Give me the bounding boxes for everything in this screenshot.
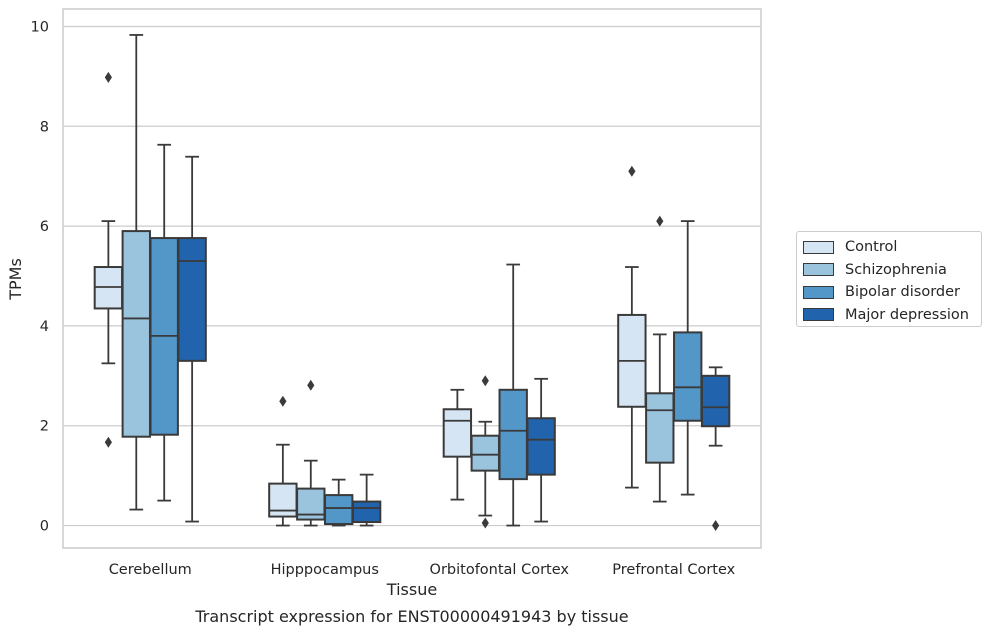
outlier-marker xyxy=(656,215,664,227)
y-tick-label: 2 xyxy=(40,419,49,435)
box-schizophrenia xyxy=(645,215,675,503)
iqr-box xyxy=(673,331,703,422)
legend-item-schizophrenia: Schizophrenia xyxy=(803,259,981,282)
legend-swatch-control xyxy=(803,240,834,254)
iqr-box xyxy=(268,482,298,518)
boxes xyxy=(93,34,731,532)
box-major-depression xyxy=(351,473,382,527)
x-tick-label: Cerebellum xyxy=(109,562,192,578)
legend-item-bipolar-disorder: Bipolar disorder xyxy=(803,281,981,304)
legend-label-schizophrenia: Schizophrenia xyxy=(845,261,947,278)
box-major-depression xyxy=(700,366,731,532)
box-control xyxy=(268,395,298,527)
outlier-marker xyxy=(481,375,489,387)
y-axis-label: TPMs xyxy=(6,258,25,301)
legend: Control Schizophrenia Bipolar disorder M… xyxy=(796,231,982,327)
iqr-box xyxy=(498,388,528,481)
box-major-depression xyxy=(177,155,207,523)
legend-label-major-depression: Major depression xyxy=(845,306,969,323)
box-bipolar-disorder xyxy=(673,220,703,496)
box-control xyxy=(617,165,647,489)
legend-swatch-bipolar-disorder xyxy=(803,285,834,299)
y-tick-label: 0 xyxy=(40,519,49,535)
x-tick-label: Orbitofontal Cortex xyxy=(430,562,570,578)
iqr-box xyxy=(470,434,500,472)
outlier-marker xyxy=(712,520,720,532)
iqr-box xyxy=(351,500,382,524)
box-schizophrenia xyxy=(121,34,151,511)
y-tick-label: 10 xyxy=(31,19,49,35)
outlier-marker xyxy=(481,517,489,529)
legend-item-major-depression: Major depression xyxy=(803,304,981,327)
outlier-marker xyxy=(307,379,315,391)
iqr-box xyxy=(700,374,731,428)
chart-title: Transcript expression for ENST0000049194… xyxy=(194,607,628,626)
iqr-box xyxy=(177,237,207,362)
legend-label-bipolar-disorder: Bipolar disorder xyxy=(845,284,960,301)
legend-item-control: Control xyxy=(803,236,981,259)
legend-swatch-major-depression xyxy=(803,308,834,322)
outlier-marker xyxy=(104,436,112,448)
legend-label-control: Control xyxy=(845,239,898,256)
outlier-marker xyxy=(628,165,636,177)
box-bipolar-disorder xyxy=(149,143,179,502)
y-tick-label: 6 xyxy=(40,219,49,235)
box-schizophrenia xyxy=(470,375,500,529)
y-tick-label: 8 xyxy=(40,119,49,135)
x-tick-label: Hipppocampus xyxy=(271,562,379,578)
iqr-box xyxy=(324,494,354,526)
iqr-box xyxy=(121,230,151,438)
box-control xyxy=(442,388,473,501)
outlier-marker xyxy=(104,71,112,83)
tick-labels: 0 2 4 6 8 10 Cerebellum Hipppocampus Orbitofonta… xyxy=(31,19,736,578)
box-control xyxy=(93,71,124,448)
x-axis-label: Tissue xyxy=(386,580,437,599)
y-tick-label: 4 xyxy=(40,319,49,335)
iqr-box xyxy=(645,392,675,464)
legend-swatch-schizophrenia xyxy=(803,263,834,277)
x-tick-label: Prefrontal Cortex xyxy=(612,562,735,578)
box-bipolar-disorder xyxy=(498,263,528,527)
box-schizophrenia xyxy=(296,379,326,527)
iqr-box xyxy=(442,408,473,458)
box-major-depression xyxy=(526,377,556,523)
iqr-box xyxy=(526,417,556,476)
plot-area-frame xyxy=(62,8,762,549)
outlier-marker xyxy=(279,395,287,407)
box-bipolar-disorder xyxy=(324,478,354,527)
